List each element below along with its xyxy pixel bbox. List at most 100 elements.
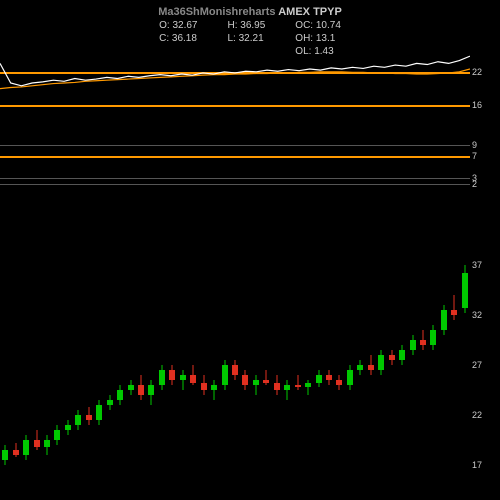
title-prefix: Ma36ShMonishreharts xyxy=(158,6,275,18)
candle-wick xyxy=(287,380,288,400)
candle xyxy=(2,255,8,485)
candle xyxy=(357,255,363,485)
y-axis-label: 22 xyxy=(472,410,482,420)
candle-body xyxy=(222,365,228,385)
ohlc-o: O: 32.67 xyxy=(159,20,197,31)
candle xyxy=(441,255,447,485)
candle-body xyxy=(430,330,436,345)
y-axis-label: 27 xyxy=(472,360,482,370)
candle xyxy=(159,255,165,485)
candle-body xyxy=(44,440,50,447)
candle-body xyxy=(201,383,207,390)
candle-body xyxy=(274,383,280,390)
candle-body xyxy=(420,340,426,345)
candle xyxy=(378,255,384,485)
title-symbol: TPYP xyxy=(313,6,342,18)
candle-body xyxy=(451,310,457,315)
candle-wick xyxy=(214,380,215,400)
candle xyxy=(96,255,102,485)
candle xyxy=(190,255,196,485)
candle-wick xyxy=(454,295,455,320)
candle xyxy=(222,255,228,485)
candle xyxy=(326,255,332,485)
candle-body xyxy=(253,380,259,385)
candle-body xyxy=(13,450,19,455)
candle-body xyxy=(169,370,175,380)
candle xyxy=(23,255,29,485)
candle xyxy=(138,255,144,485)
candle xyxy=(399,255,405,485)
candle-wick xyxy=(182,370,183,390)
candle xyxy=(410,255,416,485)
candle xyxy=(117,255,123,485)
candle xyxy=(211,255,217,485)
candle-body xyxy=(2,450,8,460)
candle xyxy=(44,255,50,485)
candle-body xyxy=(138,385,144,395)
ohlc-oh: OH: 13.1 xyxy=(295,33,341,44)
title-exchange: AMEX xyxy=(278,6,310,18)
candle-body xyxy=(159,370,165,385)
ohlc-oc: OC: 10.74 xyxy=(295,20,341,31)
candle-body xyxy=(410,340,416,350)
candle-body xyxy=(441,310,447,330)
candle xyxy=(274,255,280,485)
candle-body xyxy=(211,385,217,390)
candle xyxy=(284,255,290,485)
upper-line-white xyxy=(0,56,470,86)
candle-body xyxy=(180,375,186,380)
candle-body xyxy=(462,273,468,308)
candle-body xyxy=(316,375,322,383)
y-axis-label: 17 xyxy=(472,460,482,470)
candle xyxy=(336,255,342,485)
candle xyxy=(232,255,238,485)
candle-body xyxy=(347,370,353,385)
candle-body xyxy=(232,365,238,375)
y-axis-label: 32 xyxy=(472,310,482,320)
candle xyxy=(86,255,92,485)
candle xyxy=(75,255,81,485)
candle-wick xyxy=(255,375,256,395)
candle xyxy=(148,255,154,485)
candle xyxy=(242,255,248,485)
candle-body xyxy=(96,405,102,420)
candle xyxy=(420,255,426,485)
ohlc-c: C: 36.18 xyxy=(159,33,197,44)
candle-body xyxy=(378,355,384,370)
candle xyxy=(54,255,60,485)
candle-body xyxy=(54,430,60,440)
candle xyxy=(368,255,374,485)
candle-body xyxy=(117,390,123,400)
candle xyxy=(305,255,311,485)
candle-body xyxy=(295,385,301,387)
candle xyxy=(389,255,395,485)
candle-body xyxy=(128,385,134,390)
candle-body xyxy=(75,415,81,425)
candle-body xyxy=(336,380,342,385)
candle xyxy=(263,255,269,485)
candle xyxy=(169,255,175,485)
ohlc-l: L: 32.21 xyxy=(227,33,265,44)
ohlc-block: O: 32.67 C: 36.18 H: 36.95 L: 32.21 OC: … xyxy=(0,20,500,57)
candle xyxy=(34,255,40,485)
candle-body xyxy=(190,375,196,383)
candle-body xyxy=(263,380,269,383)
candle xyxy=(462,255,468,485)
candle xyxy=(180,255,186,485)
candle xyxy=(295,255,301,485)
candle-body xyxy=(86,415,92,420)
candle-body xyxy=(34,440,40,447)
ohlc-h: H: 36.95 xyxy=(227,20,265,31)
candle-body xyxy=(65,425,71,430)
candle-body xyxy=(326,375,332,380)
candle xyxy=(107,255,113,485)
candle xyxy=(430,255,436,485)
candle-body xyxy=(389,355,395,360)
candle-body xyxy=(305,383,311,387)
candle-body xyxy=(368,365,374,370)
candle-body xyxy=(148,385,154,395)
candle xyxy=(65,255,71,485)
candle-body xyxy=(357,365,363,370)
upper-line-overlay xyxy=(0,55,470,195)
candle xyxy=(13,255,19,485)
